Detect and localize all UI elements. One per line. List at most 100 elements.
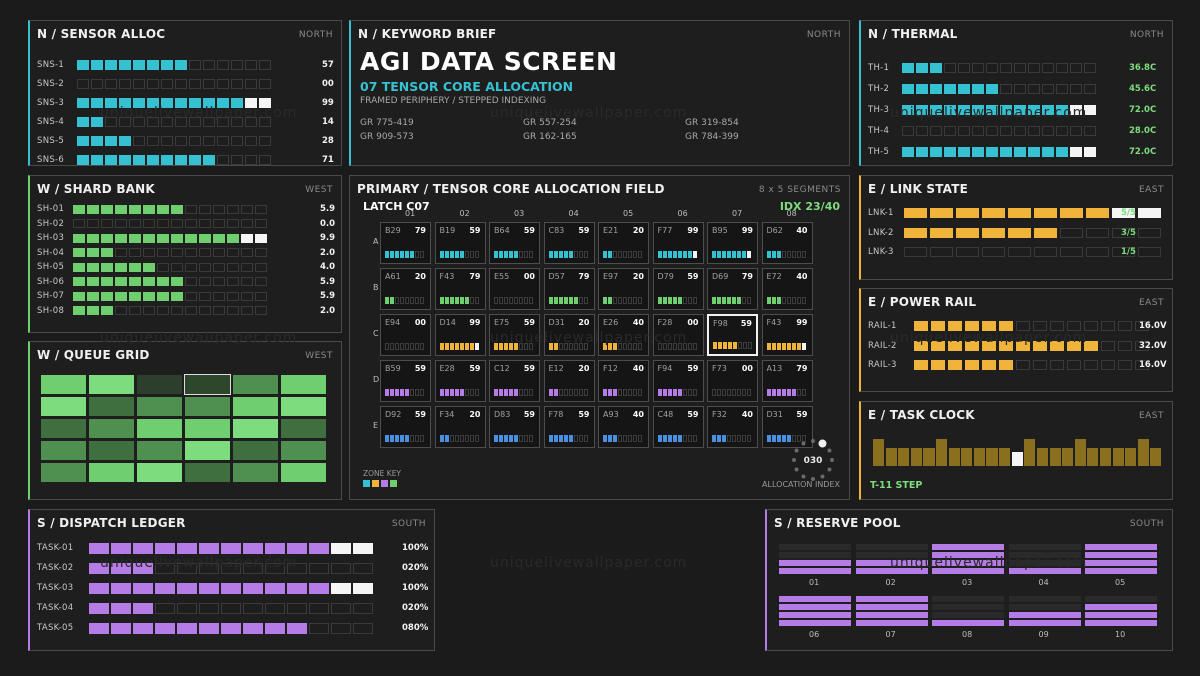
allocation-cell[interactable]: D14 99 [434,314,486,356]
cell-meter-segment [420,389,424,396]
allocation-cell[interactable]: D62 40 [761,222,813,264]
meter-segment [243,602,263,614]
allocation-cell[interactable]: F32 40 [707,406,758,448]
meter-segment [185,219,197,228]
meter-segment [241,233,253,243]
allocation-cell[interactable]: E28 59 [434,360,486,402]
meter-segment [255,262,267,272]
allocation-cell[interactable]: A93 40 [598,406,649,448]
meter-segment [265,582,285,594]
allocation-cell[interactable]: D69 79 [707,268,758,310]
cell-meter-segment [385,389,389,396]
meter-segment [265,542,285,554]
cell-meter-segment [712,297,716,304]
allocation-cell[interactable]: D31 20 [543,314,595,356]
cell-meter-segment [657,389,662,396]
dial-dot [811,439,815,443]
cell-meter-segment [509,389,513,396]
meter-segment [916,147,928,157]
allocation-cell[interactable]: F43 79 [434,268,486,310]
allocation-cell[interactable]: C48 59 [652,406,704,448]
meter-segment [199,602,219,614]
cell-meter [712,389,751,396]
allocation-cell[interactable]: F43 99 [761,314,813,356]
allocation-cell[interactable]: D92 59 [380,406,431,448]
allocation-cell[interactable]: E21 20 [598,222,649,264]
meter-segment [199,204,211,214]
allocation-cell[interactable]: B59 59 [380,360,431,402]
allocation-cell[interactable]: B19 59 [434,222,486,264]
allocation-cell[interactable]: F77 99 [652,222,704,264]
cell-meter-segment [712,251,716,258]
meter-segment [133,60,145,70]
power-rail-panel: E / POWER RAIL EAST RAIL-1 16.0V RAIL-2 32.… [859,288,1173,392]
allocation-cell[interactable]: B95 99 [707,222,758,264]
cell-value: 59 [523,318,535,327]
allocation-cell[interactable]: A13 79 [761,360,813,402]
cell-meter-segment [727,297,731,304]
cell-value: 20 [632,272,644,281]
meter-segment [930,227,953,238]
sensor-alloc-direction: NORTH [298,30,333,40]
cell-meter-segment [558,297,563,304]
cell-meter-segment [410,343,414,350]
cell-meter-segment [454,251,459,258]
meter-segment [241,277,253,286]
meter-segment [259,60,271,70]
allocation-cell[interactable]: D57 79 [543,268,595,310]
meter-segment [129,248,141,257]
allocation-cell[interactable]: B29 79 [380,222,431,264]
cell-id: E55 [494,272,510,281]
allocation-cell[interactable]: E55 00 [489,268,540,310]
cell-meter [439,343,479,350]
keyword-brief-title: N / KEYWORD BRIEF [358,27,497,41]
allocation-cell[interactable]: E94 00 [380,314,431,356]
queue-cell [137,463,182,482]
meter-value: 45.6C [1129,84,1157,94]
meter-segment [129,262,141,272]
allocation-cell[interactable]: F98 59 [707,314,758,356]
meter-bar [77,136,271,146]
meter-segment [245,155,257,165]
allocation-cell[interactable]: F73 00 [707,360,758,402]
gr-code: GR 162-165 [523,132,577,142]
allocation-cell[interactable]: E26 40 [598,314,649,356]
meter-segment [111,622,131,634]
allocation-cell[interactable]: F28 00 [652,314,704,356]
allocation-cell[interactable]: E12 20 [543,360,595,402]
cell-meter-segment [737,389,741,396]
meter-segment [309,562,329,574]
meter-segment [902,63,914,73]
allocation-cell[interactable]: C83 59 [543,222,595,264]
allocation-cell[interactable]: F94 59 [652,360,704,402]
allocation-cell[interactable]: F78 59 [543,406,595,448]
allocation-cell[interactable]: A61 20 [380,268,431,310]
allocation-cell[interactable]: F12 40 [598,360,649,402]
cell-meter-segment [583,251,588,258]
reserve-segment [855,620,928,626]
allocation-cell[interactable]: C12 59 [489,360,540,402]
allocation-cell[interactable]: F34 20 [434,406,486,448]
field-row-label: A [373,237,379,246]
allocation-cell[interactable]: D31 59 [761,406,813,448]
dial-dot [827,467,832,472]
cell-meter-segment [573,435,578,442]
cell-meter [548,297,588,304]
cell-meter-segment [603,389,607,396]
allocation-cell[interactable]: D79 59 [652,268,704,310]
meter-segment [133,155,145,165]
cell-meter-segment [608,389,612,396]
allocation-cell[interactable]: D83 59 [489,406,540,448]
meter-segment [231,155,243,165]
clock-bar [1049,448,1061,466]
meter-segment [972,147,984,157]
queue-cell [233,463,278,482]
allocation-cell[interactable]: E75 59 [489,314,540,356]
allocation-cell[interactable]: E72 40 [761,268,813,310]
allocation-cell[interactable]: E97 20 [598,268,649,310]
cell-meter [657,297,697,304]
meter-bar [77,98,271,108]
allocation-cell[interactable]: B64 59 [489,222,540,264]
meter-value: 71 [322,155,334,165]
cell-meter-segment [454,389,459,396]
